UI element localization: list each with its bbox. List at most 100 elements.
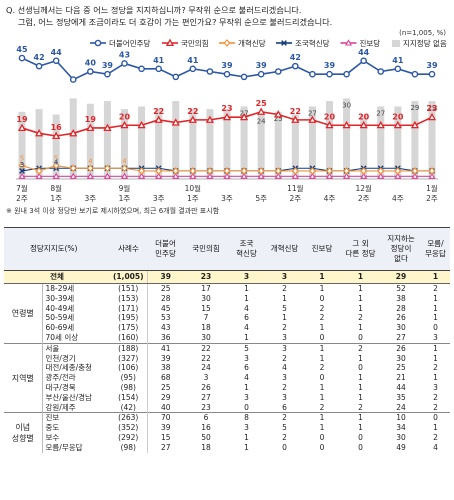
group-label: 이념 성향별	[4, 412, 43, 453]
svg-text:12월: 12월	[355, 183, 372, 193]
point	[138, 167, 145, 175]
row-sample: (1,005)	[110, 270, 148, 284]
header-rebuilding: 조국 혁신당	[228, 227, 266, 271]
data-label: 39	[426, 61, 438, 70]
cell-value: 2	[433, 392, 438, 402]
data-label: 23	[221, 104, 232, 113]
point	[240, 172, 248, 179]
cell-value: 3	[228, 270, 266, 284]
cell-value: 1	[244, 432, 249, 442]
data-label: 41	[153, 56, 165, 65]
data-label: 44	[358, 48, 370, 57]
row-sample: (153)	[110, 293, 148, 304]
table-row: 40-49세 (171) 45 15 4 5 2 1 28 1	[4, 303, 450, 314]
data-label: 20	[324, 112, 336, 121]
data-label: 39	[324, 61, 336, 70]
row-label: 부산/울산/경남	[45, 392, 92, 402]
cell-value: 1	[433, 303, 438, 313]
point	[52, 57, 60, 65]
row-label: 중도	[45, 423, 60, 433]
cell-value: 2	[282, 284, 287, 293]
cell-value: 53	[160, 313, 171, 323]
cell-value: 6	[184, 412, 229, 424]
row-label: 18-29세	[45, 284, 75, 293]
cell-value: 1	[319, 353, 325, 363]
point	[121, 164, 128, 173]
cell-value: 3	[244, 423, 249, 433]
legend-label: 개혁신당	[238, 38, 266, 48]
header-democratic: 더불어 민주당	[147, 227, 185, 271]
x-tick-label: 3주	[153, 194, 165, 203]
cell-value: 2	[319, 402, 325, 412]
cell-value: 27	[160, 442, 171, 452]
row-sample: (175)	[110, 323, 148, 333]
cell-value: 1	[319, 323, 325, 333]
row-sample: (292)	[110, 432, 148, 443]
data-label: 22	[153, 107, 164, 116]
data-label: 39	[256, 61, 268, 70]
point	[257, 167, 265, 175]
point	[428, 167, 436, 175]
cell-value: 30	[201, 293, 211, 303]
cell-value: 18	[201, 323, 211, 333]
row-sample: (195)	[110, 313, 148, 324]
bar-no-party	[52, 114, 60, 179]
cell-value: 2	[433, 363, 438, 373]
bar-no-party	[326, 101, 333, 179]
row-label: 전체	[4, 270, 111, 284]
row-label: 50-59세	[45, 313, 75, 323]
row-sample: (42)	[110, 402, 148, 413]
cell-value: 29	[381, 270, 422, 284]
cell-value: 8	[228, 412, 266, 424]
point	[69, 164, 77, 173]
point	[206, 167, 214, 175]
cell-value: 6	[244, 313, 249, 323]
cell-value: 1	[358, 284, 363, 293]
cell-value: 22	[201, 353, 211, 363]
legend-marker	[223, 39, 231, 47]
cell-value: 18	[201, 442, 211, 452]
svg-text:2주: 2주	[289, 194, 301, 203]
table-row: 보수 (292) 15 50 1 2 0 0 30 2	[4, 432, 450, 443]
data-label: 20	[358, 112, 370, 121]
data-label: 40	[85, 59, 97, 68]
cell-value: 25	[160, 284, 171, 293]
row-label: 30-39세	[45, 293, 75, 303]
data-label: 20	[119, 112, 131, 121]
cell-value: 15	[201, 303, 211, 313]
cell-value: 10	[381, 412, 422, 424]
legend-item: 조국혁신당	[276, 38, 330, 48]
cell-value: 3	[433, 332, 438, 342]
table-row: 50-59세 (195) 53 7 6 1 2 2 26 1	[4, 313, 450, 324]
table-row: 이념 성향별 진보 (263) 70 6 8 2 1 1 10 0	[4, 412, 451, 453]
point	[343, 167, 350, 175]
svg-text:2주: 2주	[426, 194, 438, 203]
cell-value: 1	[421, 342, 451, 354]
legend-label: 지지정당 없음	[403, 38, 447, 48]
table-row: 중도 (352) 39 16 3 5 1 1 34 1	[4, 423, 450, 433]
cell-value: 2	[358, 402, 363, 412]
svg-text:3주: 3주	[221, 194, 233, 203]
row-label: 40-49세	[45, 303, 75, 313]
svg-text:7월: 7월	[16, 183, 28, 193]
row-sample: (327)	[110, 353, 148, 364]
header-other: 그 외 다른 정당	[340, 227, 382, 271]
point	[223, 167, 231, 175]
data-label: 4	[88, 157, 93, 165]
bar-no-party	[308, 106, 316, 179]
cell-value: 0	[421, 412, 451, 424]
party-support-table: 정당지지도(%) 사례수 더불어 민주당 국민의힘 조국 혁신당 개혁신당 진보당 …	[4, 227, 451, 453]
svg-text:3주: 3주	[153, 194, 165, 203]
cell-value: 1	[304, 270, 341, 284]
point	[34, 128, 44, 137]
bar-no-party	[274, 111, 282, 179]
point	[154, 115, 163, 123]
cell-value: 24	[396, 402, 406, 412]
table-row: 부산/울산/경남 (154) 29 27 3 3 1 1 35 2	[4, 392, 450, 403]
cell-value: 4	[244, 373, 249, 383]
cell-value: 0	[358, 432, 363, 442]
point	[240, 167, 248, 175]
point	[172, 73, 180, 81]
row-sample: (352)	[110, 423, 148, 433]
bar-no-party	[343, 98, 351, 179]
